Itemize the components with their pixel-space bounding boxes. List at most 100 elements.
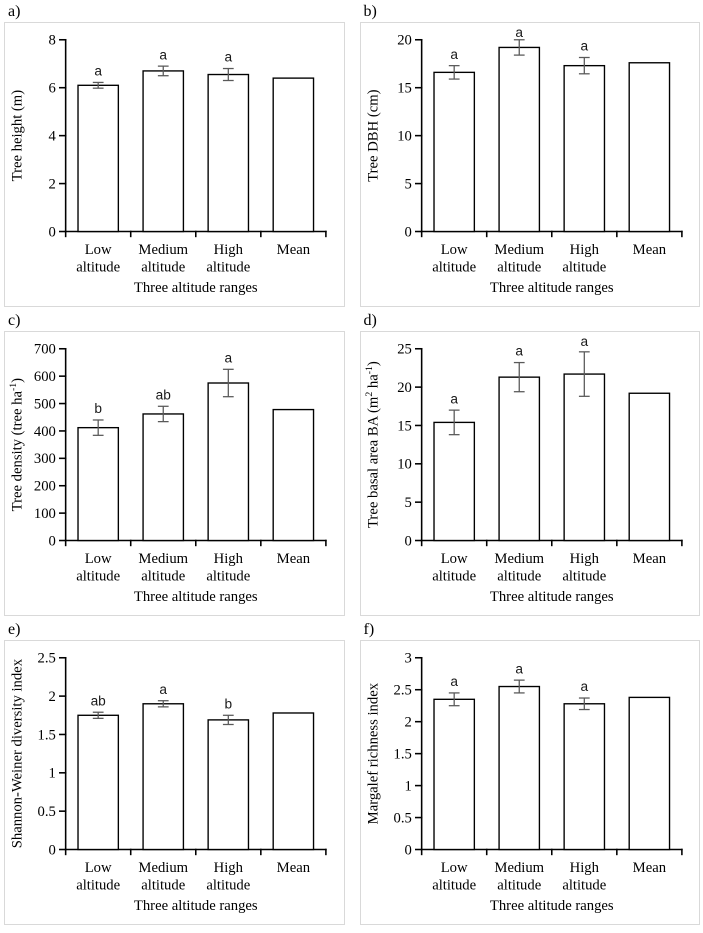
svg-text:altitude: altitude <box>141 569 185 585</box>
svg-text:20: 20 <box>397 33 412 49</box>
svg-text:altitude: altitude <box>206 569 250 585</box>
panel-d: d) 0 5 10 15 20 25 a Low altitude a Medium altitude… <box>359 311 700 616</box>
svg-text:altitude: altitude <box>141 260 185 276</box>
chart-box-c: 0 100 200 300 400 500 600 700 b Low altitude ab Medi… <box>4 331 345 616</box>
svg-text:Low: Low <box>440 551 467 567</box>
svg-text:a: a <box>580 334 588 349</box>
svg-text:600: 600 <box>34 369 56 385</box>
svg-text:0: 0 <box>404 533 411 549</box>
svg-text:0: 0 <box>49 224 56 240</box>
panel-label-c: c) <box>8 312 21 329</box>
svg-text:2.5: 2.5 <box>393 683 411 699</box>
svg-text:a: a <box>515 661 523 676</box>
chart-box-b: 0 5 10 15 20 a Low altitude a Medium altitude a High… <box>359 22 700 307</box>
bar-chart-shannon-index: 0 0.5 1 1.5 2 2.5 ab Low altitude a Medium altitude… <box>10 651 327 914</box>
svg-text:3: 3 <box>404 651 411 667</box>
svg-text:a: a <box>159 47 167 62</box>
svg-text:Tree basal area BA (m2 ha-1): Tree basal area BA (m2 ha-1) <box>363 361 381 528</box>
svg-text:altitude: altitude <box>76 260 120 276</box>
chart-box-d: 0 5 10 15 20 25 a Low altitude a Medium altitude a Hi… <box>359 331 700 616</box>
svg-text:altitude: altitude <box>562 878 606 894</box>
svg-text:altitude: altitude <box>497 569 541 585</box>
svg-text:altitude: altitude <box>141 878 185 894</box>
svg-text:b: b <box>224 696 232 711</box>
svg-text:Mean: Mean <box>632 551 666 567</box>
svg-text:a: a <box>94 64 102 79</box>
svg-text:2: 2 <box>49 176 56 192</box>
svg-text:Low: Low <box>85 860 112 876</box>
svg-text:Shannon-Weiner diversity index: Shannon-Weiner diversity index <box>10 658 26 848</box>
svg-text:0: 0 <box>404 842 411 858</box>
svg-text:altitude: altitude <box>497 260 541 276</box>
svg-text:Medium: Medium <box>494 242 544 258</box>
svg-text:altitude: altitude <box>562 260 606 276</box>
svg-text:a: a <box>450 47 458 62</box>
svg-text:400: 400 <box>34 424 56 440</box>
svg-text:Medium: Medium <box>494 551 544 567</box>
svg-text:300: 300 <box>34 451 56 467</box>
svg-text:High: High <box>569 551 599 567</box>
panel-f: f) 0 0.5 1 1.5 2 2.5 3 a Low altitude a Medium altit… <box>359 620 700 925</box>
panel-a: a) 0 2 4 6 8 a Low altitude a Medium altitude a High… <box>4 2 345 307</box>
panel-label-d: d) <box>363 312 377 329</box>
svg-text:2.5: 2.5 <box>38 651 56 667</box>
svg-text:0.5: 0.5 <box>38 804 56 820</box>
svg-text:High: High <box>569 860 599 876</box>
svg-text:Margalef richness index: Margalef richness index <box>365 682 381 824</box>
svg-text:Mean: Mean <box>277 551 311 567</box>
svg-text:Three altitude ranges: Three altitude ranges <box>134 280 258 296</box>
svg-text:0: 0 <box>404 224 411 240</box>
svg-text:Medium: Medium <box>138 860 188 876</box>
svg-text:a: a <box>515 25 523 40</box>
svg-text:15: 15 <box>397 418 412 434</box>
svg-text:a: a <box>580 39 588 54</box>
svg-text:Low: Low <box>85 551 112 567</box>
svg-text:5: 5 <box>404 495 411 511</box>
panel-label-a: a) <box>8 3 21 20</box>
svg-text:200: 200 <box>34 479 56 495</box>
svg-text:a: a <box>224 50 232 65</box>
svg-text:Low: Low <box>440 242 467 258</box>
svg-text:High: High <box>214 860 244 876</box>
bar-chart-tree-density: 0 100 200 300 400 500 600 700 b Low altitude ab Medi… <box>8 342 327 605</box>
svg-text:High: High <box>214 551 244 567</box>
svg-text:a: a <box>224 350 232 365</box>
panel-label-e: e) <box>8 621 21 638</box>
panel-label-f: f) <box>363 621 375 638</box>
bar-chart-basal-area: 0 5 10 15 20 25 a Low altitude a Medium altitude a Hi… <box>363 334 683 605</box>
svg-text:Mean: Mean <box>632 242 666 258</box>
svg-text:15: 15 <box>397 81 412 97</box>
svg-text:Three altitude ranges: Three altitude ranges <box>489 589 613 605</box>
svg-text:a: a <box>450 391 458 406</box>
svg-text:25: 25 <box>397 342 412 358</box>
svg-text:Low: Low <box>440 860 467 876</box>
svg-text:Mean: Mean <box>277 860 311 876</box>
svg-text:500: 500 <box>34 396 56 412</box>
svg-text:Three altitude ranges: Three altitude ranges <box>489 280 613 296</box>
svg-text:altitude: altitude <box>206 260 250 276</box>
svg-text:Mean: Mean <box>277 242 311 258</box>
chart-box-f: 0 0.5 1 1.5 2 2.5 3 a Low altitude a Medium altitude… <box>359 640 700 925</box>
svg-text:0.5: 0.5 <box>393 810 411 826</box>
svg-text:ab: ab <box>156 387 172 402</box>
svg-text:High: High <box>214 242 244 258</box>
bar-chart-tree-height: 0 2 4 6 8 a Low altitude a Medium altitude a High alt… <box>10 33 327 296</box>
svg-text:altitude: altitude <box>432 569 476 585</box>
svg-text:Three altitude ranges: Three altitude ranges <box>134 898 258 914</box>
svg-text:1.5: 1.5 <box>38 727 56 743</box>
svg-text:5: 5 <box>404 176 411 192</box>
svg-text:ab: ab <box>91 693 107 708</box>
svg-text:700: 700 <box>34 342 56 358</box>
svg-text:2: 2 <box>404 715 411 731</box>
panel-label-b: b) <box>363 3 377 20</box>
svg-text:8: 8 <box>49 33 56 49</box>
svg-text:Mean: Mean <box>632 860 666 876</box>
svg-text:altitude: altitude <box>432 260 476 276</box>
panel-grid: a) 0 2 4 6 8 a Low altitude a Medium altitude a High… <box>4 2 700 925</box>
panel-e: e) 0 0.5 1 1.5 2 2.5 ab Low altitude a Medium altit… <box>4 620 345 925</box>
svg-text:Three altitude ranges: Three altitude ranges <box>134 589 258 605</box>
svg-text:0: 0 <box>49 842 56 858</box>
svg-text:a: a <box>515 344 523 359</box>
bar-chart-margalef-index: 0 0.5 1 1.5 2 2.5 3 a Low altitude a Medium altitude… <box>365 651 683 914</box>
